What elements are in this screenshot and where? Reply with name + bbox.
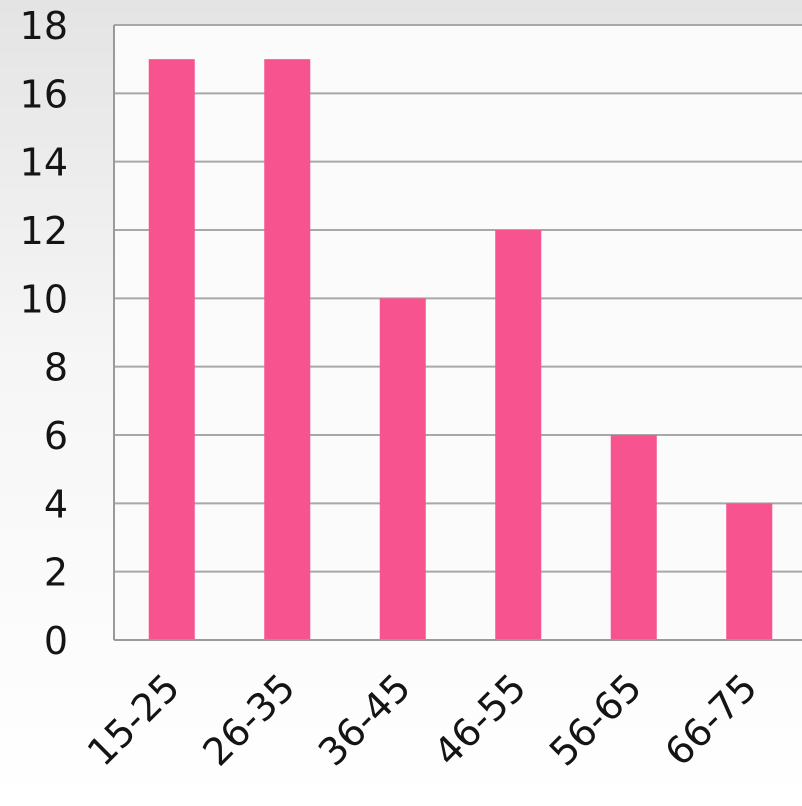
bar-66-75 (726, 503, 773, 640)
y-tick-label-4: 4 (44, 482, 68, 526)
y-tick-label-8: 8 (44, 346, 68, 390)
x-tick-label-46-55: 46-55 (425, 665, 534, 774)
x-tick-label-15-25: 15-25 (79, 665, 188, 774)
y-tick-label-10: 10 (20, 277, 68, 321)
y-tick-label-6: 6 (44, 414, 68, 458)
bar-56-65 (610, 435, 657, 640)
x-tick-label-56-65: 56-65 (541, 665, 650, 774)
y-tick-label-2: 2 (44, 551, 68, 595)
bar-36-45 (379, 298, 426, 640)
bar-26-35 (264, 59, 311, 640)
x-tick-label-36-45: 36-45 (310, 665, 419, 774)
bar-46-55 (495, 230, 542, 640)
y-tick-labels: 0 2 4 6 8 10 12 14 16 18 (20, 4, 68, 663)
x-tick-label-66-75: 66-75 (656, 665, 765, 774)
y-tick-label-14: 14 (20, 141, 68, 185)
x-tick-labels: 15-25 26-35 36-45 46-55 56-65 66-75 (79, 665, 766, 774)
bars (148, 59, 773, 640)
y-tick-label-18: 18 (20, 4, 68, 48)
y-tick-label-12: 12 (20, 209, 68, 253)
bar-15-25 (148, 59, 195, 640)
plot-area (114, 25, 802, 640)
y-tick-label-16: 16 (20, 72, 68, 116)
gridlines (114, 24, 802, 573)
x-tick-label-26-35: 26-35 (194, 665, 303, 774)
axes (113, 25, 802, 641)
y-tick-label-0: 0 (44, 619, 68, 663)
